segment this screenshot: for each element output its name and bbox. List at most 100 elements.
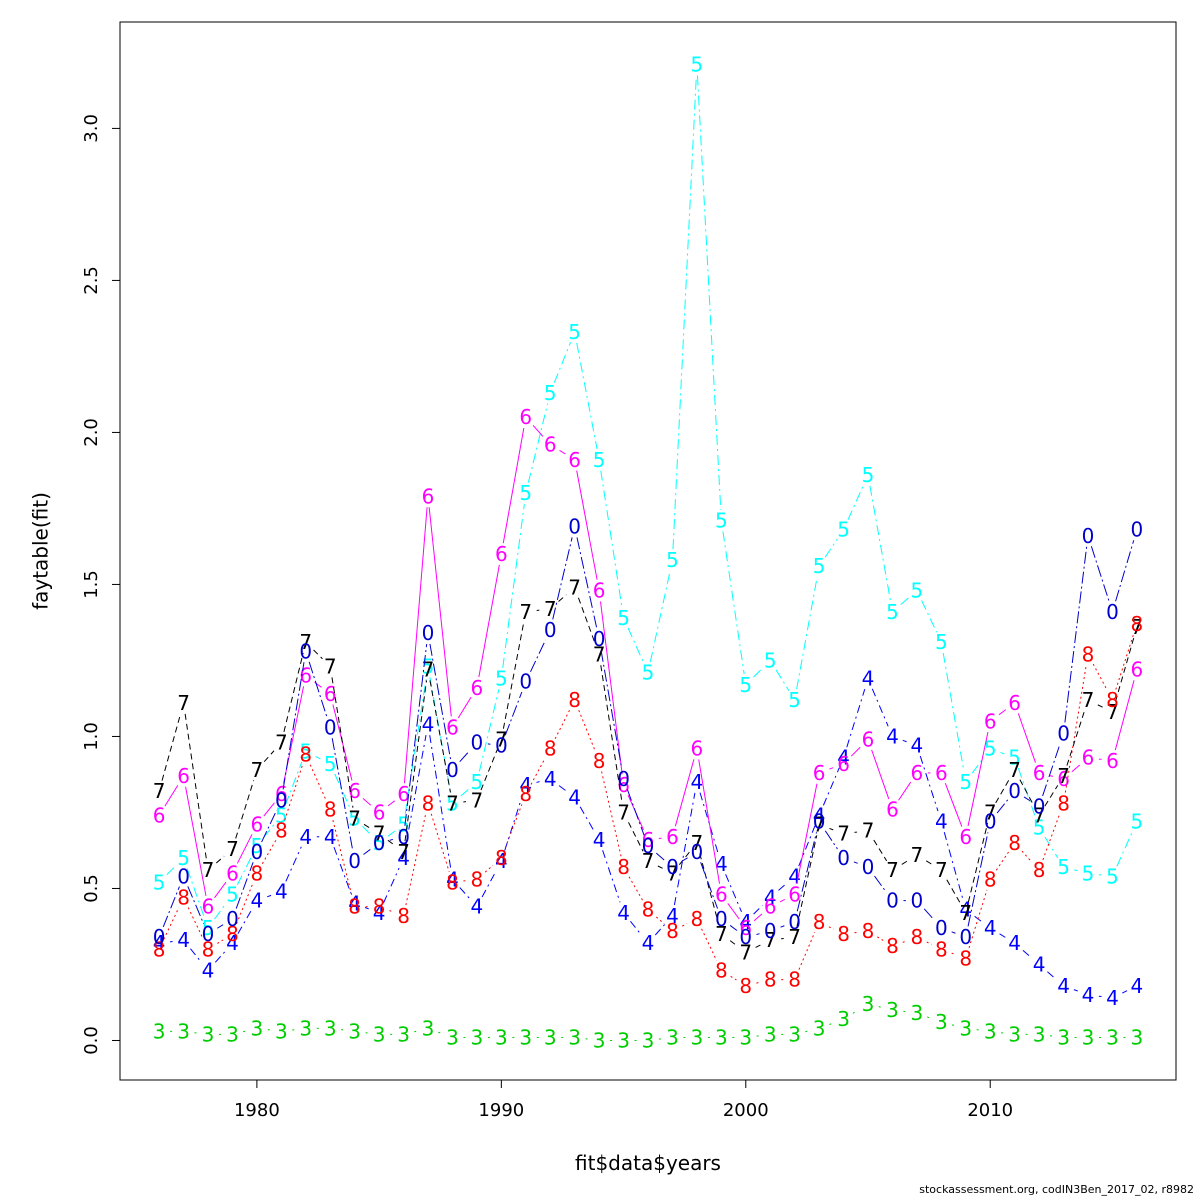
series-6-point: 6 xyxy=(642,828,655,852)
series-4-segment xyxy=(673,792,696,906)
series-0-segment xyxy=(389,838,394,841)
series-7-point: 7 xyxy=(862,819,875,843)
series-4-segment xyxy=(579,806,595,831)
y-axis: 0.0 0.5 1.0 1.5 2.0 2.5 3.0 xyxy=(81,114,120,1055)
series-3-point: 3 xyxy=(886,998,899,1022)
series-0-point: 0 xyxy=(324,715,337,739)
series-3-point: 3 xyxy=(1106,1025,1119,1049)
series-8-point: 8 xyxy=(1131,612,1144,636)
series-0-segment xyxy=(996,799,1009,814)
y-tick-label: 0.0 xyxy=(81,1026,102,1055)
series-4-segment xyxy=(383,867,400,903)
series-6-segment xyxy=(851,746,861,757)
series-0-segment xyxy=(308,661,328,718)
series-5-point: 5 xyxy=(275,804,288,828)
series-4-point: 4 xyxy=(495,849,508,873)
series-6-point: 6 xyxy=(397,782,410,806)
series-7-segment xyxy=(873,839,888,862)
series-7-point: 7 xyxy=(251,758,264,782)
series-5-segment xyxy=(672,75,697,550)
series-8-segment xyxy=(968,889,988,949)
series-4-segment xyxy=(999,933,1006,938)
series-7-segment xyxy=(1019,779,1035,807)
series-0-point: 0 xyxy=(251,840,264,864)
series-5-segment xyxy=(796,576,818,690)
series-4-point: 4 xyxy=(177,928,190,952)
series-6-point: 6 xyxy=(373,800,386,824)
series-7-point: 7 xyxy=(691,831,704,855)
series-7-point: 7 xyxy=(1008,758,1021,782)
series-7-segment xyxy=(184,713,207,860)
series-4-segment xyxy=(753,904,763,915)
y-tick-label: 1.0 xyxy=(81,722,102,751)
series-0-point: 0 xyxy=(1131,518,1144,542)
series-5-segment xyxy=(1044,836,1059,859)
series-8-segment xyxy=(554,709,571,740)
series-8-point: 8 xyxy=(177,886,190,910)
series-6-segment xyxy=(944,783,963,827)
series-0-point: 0 xyxy=(153,925,166,949)
series-4-point: 4 xyxy=(397,846,410,870)
series-0-point: 0 xyxy=(177,864,190,888)
series-6-segment xyxy=(698,759,721,884)
series-4-segment xyxy=(778,883,787,891)
series-6-segment xyxy=(1114,680,1135,751)
series-8-point: 8 xyxy=(471,867,484,891)
series-8-segment xyxy=(578,709,596,751)
series-7-segment xyxy=(363,823,371,829)
series-0-point: 0 xyxy=(544,618,557,642)
series-7-point: 7 xyxy=(788,925,801,949)
series-6-segment xyxy=(674,759,695,827)
series-0-segment xyxy=(681,857,688,862)
series-7-point: 7 xyxy=(299,630,312,654)
series-6-point: 6 xyxy=(324,682,337,706)
series-3-point: 3 xyxy=(275,1019,288,1043)
series-4-segment xyxy=(285,846,302,882)
series-5-point: 5 xyxy=(764,648,777,672)
series-3-point: 3 xyxy=(226,1022,239,1046)
series-8-segment xyxy=(261,839,277,864)
series-6-point: 6 xyxy=(788,883,801,907)
series-8-segment xyxy=(1064,665,1087,793)
series-3-point: 3 xyxy=(202,1022,215,1046)
series-6-point: 6 xyxy=(911,761,924,785)
series-8-segment xyxy=(655,916,665,925)
series-3-point: 3 xyxy=(1082,1025,1095,1049)
series-7-point: 7 xyxy=(1033,804,1046,828)
series-5-point: 5 xyxy=(153,870,166,894)
series-4-point: 4 xyxy=(959,898,972,922)
series-4-segment xyxy=(630,921,642,935)
series-3: 3 3 3 3 3 3 3 3 3 3 3 3 3 3 3 3 3 3 3 3 3 3 3 3 3 3 3 3 33 3 3 3 3 3 3 3 3 3 3… xyxy=(153,992,1144,1052)
series-6-segment xyxy=(898,781,912,801)
series-3-segment xyxy=(852,1009,859,1014)
series-8-point: 8 xyxy=(348,895,361,919)
series-7-segment xyxy=(313,649,323,660)
series-5-point: 5 xyxy=(617,606,630,630)
series-8-segment xyxy=(163,907,180,940)
series-3-point: 3 xyxy=(1057,1025,1070,1049)
series-0-point: 0 xyxy=(202,922,215,946)
y-axis-title: faytable(fit) xyxy=(29,492,53,610)
x-tick-label: 1980 xyxy=(234,1100,280,1121)
series-8-point: 8 xyxy=(984,867,997,891)
series-7-segment xyxy=(946,879,961,904)
series-6-segment xyxy=(1071,764,1081,773)
series-0-segment xyxy=(459,750,470,763)
series-6-point: 6 xyxy=(715,883,728,907)
series-7-point: 7 xyxy=(177,691,190,715)
series-0-point: 0 xyxy=(299,639,312,663)
series-0-segment xyxy=(1023,796,1031,801)
series-5-point: 5 xyxy=(202,916,215,940)
series-8-segment xyxy=(309,764,327,800)
series-7-point: 7 xyxy=(617,800,630,824)
series-0-point: 0 xyxy=(226,907,239,931)
series-8-segment xyxy=(332,819,353,897)
series-4-point: 4 xyxy=(886,724,899,748)
series-3-point: 3 xyxy=(348,1019,361,1043)
series-3-point: 3 xyxy=(984,1019,997,1043)
series-4-segment xyxy=(846,689,866,748)
series-0-point: 0 xyxy=(422,621,435,645)
